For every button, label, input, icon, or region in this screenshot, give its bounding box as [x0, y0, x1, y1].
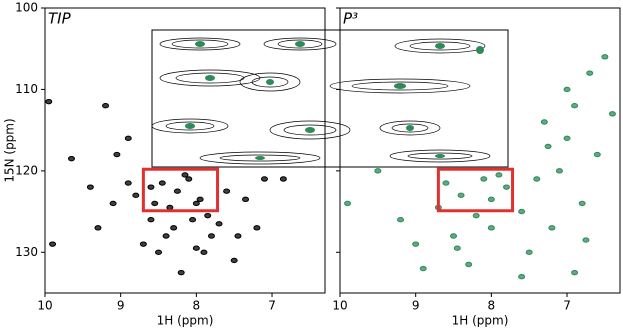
peak [49, 241, 57, 247]
peak [563, 86, 571, 93]
peak [124, 180, 132, 186]
peak [200, 249, 208, 255]
peak [450, 233, 458, 239]
x-tick-label: 7 [563, 299, 571, 313]
peak [185, 176, 193, 182]
peak [487, 225, 495, 231]
peak [518, 274, 526, 280]
y-tick-label: 110 [15, 82, 38, 96]
peak [45, 98, 53, 105]
peak [571, 103, 579, 109]
peak [132, 192, 140, 198]
panel-title: P³ [343, 10, 358, 28]
peak [465, 261, 473, 268]
x-tick-label: 8 [488, 299, 496, 313]
peak [502, 184, 510, 190]
zoom-inset [151, 29, 509, 168]
x-axis-label: 1H (ppm) [157, 314, 214, 328]
peak [113, 151, 121, 158]
peak [457, 192, 465, 198]
peak [215, 221, 223, 227]
peak [344, 200, 352, 207]
peak [170, 225, 178, 231]
peak [181, 172, 189, 178]
peak [525, 249, 533, 255]
peak [480, 176, 488, 182]
peak [495, 172, 503, 178]
peak [578, 200, 586, 207]
peak [412, 241, 420, 247]
x-tick-label: 7 [268, 299, 276, 313]
y-tick-label: 130 [15, 245, 38, 259]
peak [374, 168, 382, 174]
peak [177, 269, 185, 276]
peak [139, 241, 147, 247]
x-axis-label: 1H (ppm) [452, 314, 509, 328]
x-tick-label: 9 [412, 299, 420, 313]
peak [158, 180, 166, 186]
peak [571, 269, 579, 276]
y-tick-label: 100 [15, 1, 38, 15]
peak [242, 196, 250, 203]
y-tick-label: 120 [15, 163, 38, 177]
peak [472, 212, 480, 219]
peak [192, 200, 200, 207]
peak [563, 135, 571, 141]
peak [192, 245, 200, 251]
x-tick-label: 10 [37, 299, 52, 313]
peak [124, 135, 132, 141]
peak [533, 176, 541, 182]
peak [279, 176, 287, 182]
peak [544, 143, 552, 150]
panel-title: TIP [48, 10, 72, 28]
peak [582, 237, 590, 243]
peak [109, 200, 117, 207]
peak [189, 217, 197, 223]
peak [196, 196, 204, 203]
peak [593, 151, 601, 158]
peak [253, 225, 261, 231]
peak [162, 233, 170, 239]
peak [453, 245, 461, 251]
peak [518, 208, 526, 215]
highlight-box [436, 167, 515, 213]
peak [173, 188, 181, 194]
peak [487, 196, 495, 203]
peak [147, 217, 155, 223]
plot-frame [339, 7, 621, 294]
y-axis-label: 15N (ppm) [3, 118, 17, 182]
peak [102, 103, 110, 109]
plot-frame [44, 7, 326, 294]
peak [601, 54, 609, 60]
peak [608, 111, 616, 117]
peak [86, 184, 94, 190]
peak [204, 212, 212, 219]
x-tick-label: 10 [332, 299, 347, 313]
highlight-box [141, 167, 220, 213]
peak [223, 188, 231, 194]
x-tick-label: 9 [117, 299, 125, 313]
peak [548, 225, 556, 231]
peak [155, 249, 163, 255]
peak [147, 184, 155, 190]
peak [207, 233, 215, 239]
peak [230, 257, 238, 264]
peak [260, 176, 268, 182]
peak [67, 155, 75, 162]
peak [397, 217, 405, 223]
peak [419, 265, 427, 272]
peak [540, 119, 548, 125]
peak [586, 70, 594, 76]
x-tick-label: 8 [193, 299, 201, 313]
peak [94, 225, 102, 231]
peak [166, 204, 174, 211]
peak [151, 200, 159, 207]
peak [234, 233, 242, 239]
peak [442, 180, 450, 186]
peak [555, 168, 563, 174]
